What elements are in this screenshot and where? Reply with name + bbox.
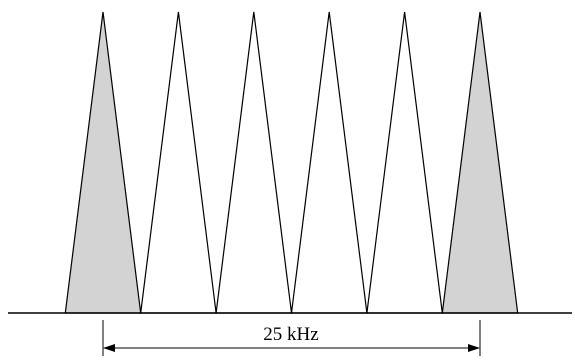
channel-triangle-4 — [290, 11, 368, 314]
channel-triangle-3 — [215, 11, 293, 314]
channel-triangle-2 — [140, 11, 217, 314]
channel-triangles — [64, 11, 519, 314]
span-label: 25 kHz — [263, 324, 318, 345]
channel-triangle-6-filled — [441, 11, 519, 314]
channel-triangle-1-filled — [64, 11, 142, 314]
channel-triangle-5 — [366, 11, 443, 314]
